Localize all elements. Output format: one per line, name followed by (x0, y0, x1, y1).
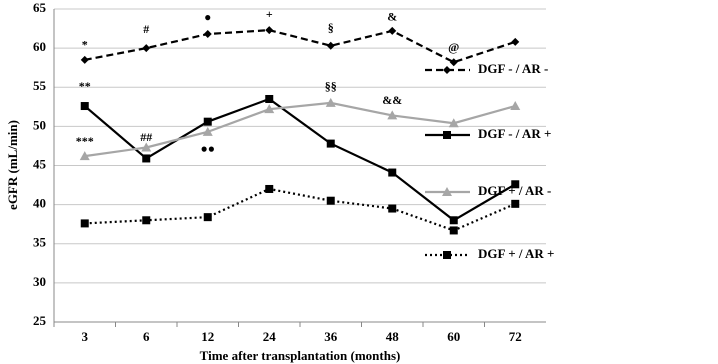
data-point (203, 30, 212, 39)
y-tick-label: 45 (33, 156, 47, 171)
x-tick-label: 6 (143, 329, 150, 344)
y-tick-label: 65 (33, 0, 47, 15)
y-axis-title: eGFR (mL/min) (5, 120, 20, 210)
x-tick-label: 36 (324, 329, 338, 344)
data-point (325, 97, 336, 107)
annotation: & (387, 9, 397, 23)
data-point (80, 55, 89, 64)
data-point (142, 216, 151, 225)
x-tick-label: 72 (509, 329, 522, 344)
data-point (80, 102, 89, 111)
data-point (265, 184, 274, 193)
data-point (264, 104, 275, 114)
legend-label: DGF - / AR - (478, 61, 548, 76)
data-point (203, 117, 212, 126)
data-point (388, 168, 397, 177)
x-tick-label: 48 (386, 329, 400, 344)
annotation: ## (140, 130, 152, 144)
annotation: + (266, 7, 273, 21)
y-tick-label: 35 (33, 235, 47, 250)
annotation: @ (448, 40, 459, 54)
x-tick-label: 12 (201, 329, 214, 344)
data-point (202, 126, 213, 136)
legend-marker (443, 66, 451, 74)
data-point (388, 204, 397, 213)
x-tick-label: 60 (447, 329, 460, 344)
legend-marker (443, 131, 451, 139)
data-point (387, 110, 398, 120)
legend-marker (443, 251, 451, 259)
y-tick-label: 30 (33, 274, 46, 289)
series-line (84, 101, 516, 158)
legend-marker (442, 187, 452, 196)
y-tick-label: 55 (33, 78, 47, 93)
legend-label: DGF - / AR + (478, 126, 551, 141)
legend-label: DGF + / AR + (478, 246, 554, 261)
annotation: # (143, 22, 149, 36)
data-point (449, 216, 458, 225)
data-point (326, 41, 335, 50)
x-axis-title: Time after transplantation (months) (200, 348, 401, 363)
data-point (142, 44, 151, 53)
data-point (326, 196, 335, 205)
y-tick-label: 25 (33, 313, 47, 328)
data-point (511, 37, 520, 46)
series-line (84, 187, 516, 232)
x-tick-label: 3 (82, 329, 89, 344)
data-point (449, 58, 458, 67)
y-tick-label: 40 (33, 196, 46, 211)
annotation: §§ (325, 79, 337, 93)
data-point (388, 26, 397, 35)
data-point (265, 26, 274, 35)
data-point (448, 118, 459, 128)
annotation: ●● (201, 142, 216, 156)
data-point (203, 213, 212, 222)
series-line (84, 97, 516, 222)
data-point (326, 139, 335, 148)
x-tick-label: 24 (263, 329, 277, 344)
annotation: * (82, 38, 88, 52)
annotation: && (382, 93, 402, 107)
data-point (449, 226, 458, 235)
y-tick-label: 60 (33, 39, 46, 54)
annotation: ● (204, 10, 211, 24)
data-point (80, 219, 89, 228)
data-point (511, 180, 520, 189)
data-point (142, 154, 151, 163)
annotation: ** (79, 79, 91, 93)
y-tick-label: 50 (33, 117, 46, 132)
data-point (141, 142, 152, 152)
annotation: *** (76, 134, 94, 148)
data-point (79, 151, 90, 161)
data-point (265, 94, 274, 103)
legend-label: DGF + / AR - (478, 183, 551, 198)
annotation: § (328, 20, 334, 34)
data-point (511, 199, 520, 208)
data-point (510, 101, 521, 111)
